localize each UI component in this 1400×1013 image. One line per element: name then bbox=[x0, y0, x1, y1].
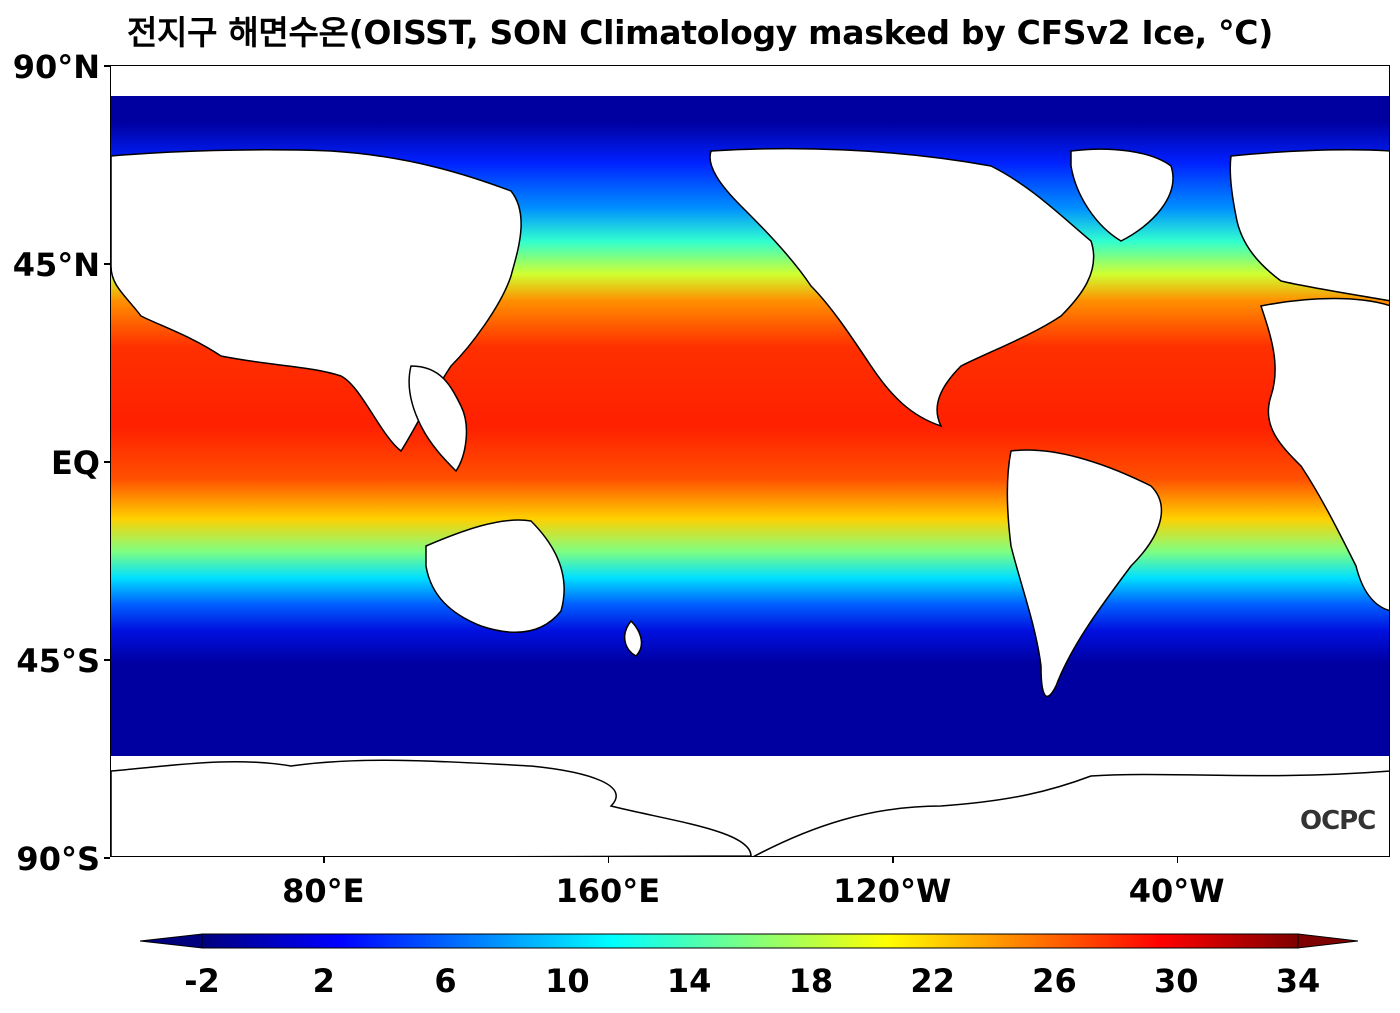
ocpc-logo: OCPC bbox=[1300, 806, 1376, 836]
lat-tick-mark bbox=[104, 65, 110, 67]
colorbar-tick-label: 34 bbox=[1275, 962, 1321, 1000]
colorbar-body bbox=[201, 933, 1299, 949]
antarctica-land bbox=[111, 759, 752, 856]
colorbar-tick-label: 18 bbox=[788, 962, 834, 1000]
lat-tick-label: 45°N bbox=[12, 246, 100, 284]
colorbar-tick-label: -2 bbox=[184, 962, 220, 1000]
lat-tick-mark bbox=[104, 461, 110, 463]
colorbar-tick-label: 2 bbox=[312, 962, 335, 1000]
lon-tick-mark bbox=[892, 857, 894, 863]
land-masses bbox=[111, 147, 1389, 856]
se-asia-land bbox=[408, 365, 468, 473]
lon-tick-mark bbox=[323, 857, 325, 863]
lat-tick-mark bbox=[104, 263, 110, 265]
sst-map bbox=[110, 65, 1390, 857]
lon-tick-mark bbox=[1176, 857, 1179, 863]
lat-tick-mark bbox=[104, 659, 110, 661]
lat-tick-label: EQ bbox=[50, 444, 100, 482]
colorbar-tick-label: 6 bbox=[434, 962, 457, 1000]
colorbar-tick-label: 30 bbox=[1153, 962, 1199, 1000]
lat-tick-label: 90°S bbox=[16, 840, 100, 878]
antarctica-land-east bbox=[753, 770, 1389, 856]
north-america-land bbox=[709, 147, 1095, 428]
colorbar-tick-label: 14 bbox=[666, 962, 712, 1000]
lon-tick-label: 120°W bbox=[833, 872, 952, 910]
colorbar-tick-label: 10 bbox=[545, 962, 590, 1000]
lon-tick-mark bbox=[607, 857, 610, 863]
africa-land bbox=[1260, 297, 1389, 612]
lon-tick-label: 80°E bbox=[282, 872, 365, 910]
lon-tick-label: 40°W bbox=[1128, 872, 1225, 910]
colorbar-extend-high bbox=[1297, 933, 1359, 949]
colorbar-tick-label: 26 bbox=[1032, 962, 1077, 1000]
lat-tick-label: 90°N bbox=[12, 48, 100, 86]
south-america-land bbox=[1006, 449, 1163, 698]
greenland-land bbox=[1070, 148, 1174, 242]
lat-tick-label: 45°S bbox=[16, 642, 100, 680]
europe-land bbox=[1229, 149, 1389, 302]
colorbar bbox=[139, 926, 1360, 960]
colorbar-tick-label: 22 bbox=[910, 962, 955, 1000]
new-zealand-land bbox=[623, 619, 643, 657]
map-title: 전지구 해면수온(OISST, SON Climatology masked b… bbox=[127, 13, 1273, 52]
australia-land bbox=[425, 519, 565, 633]
lon-tick-label: 160°E bbox=[555, 872, 661, 910]
lat-tick-mark bbox=[104, 857, 110, 859]
colorbar-extend-low bbox=[139, 933, 203, 949]
